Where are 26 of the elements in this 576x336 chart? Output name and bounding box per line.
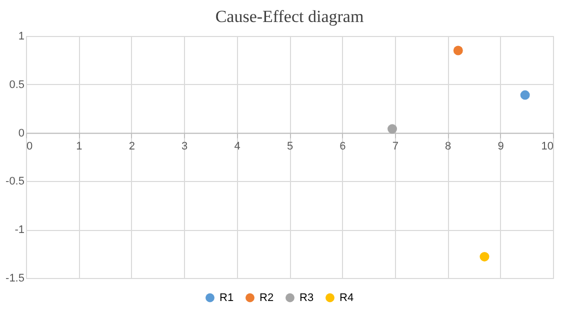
y-tick-label: -1 [14,224,24,236]
legend-label: R2 [260,292,274,304]
y-tick-label: -1.5 [6,272,24,284]
legend-label: R3 [300,292,314,304]
point [388,124,398,134]
y-tick-label: -0.5 [6,176,24,188]
x-tick-label: 2 [128,140,135,152]
x-tick-label: 7 [392,140,398,152]
y-tick-label: 0 [18,127,24,140]
x-tick-label: 5 [286,140,294,152]
x-tick-label: 3 [182,140,188,152]
y-tick-label: 0.5 [9,78,24,91]
x-tick-label: 9 [498,140,504,152]
x-tick-label: 1 [76,140,82,152]
point [520,90,530,100]
x-tick-label: 0 [26,140,33,152]
x-tick-label: 8 [445,140,452,152]
chart-title: Cause-Effect diagram [215,7,364,26]
point [453,46,463,56]
legend-label: R1 [220,292,234,304]
x-tick-label: 6 [340,140,346,152]
y-tick-label: 1 [18,30,24,42]
point [480,252,490,262]
x-tick-label: 4 [234,140,240,152]
x-tick-label: 10 [541,140,554,152]
legend-label: R4 [340,292,354,304]
